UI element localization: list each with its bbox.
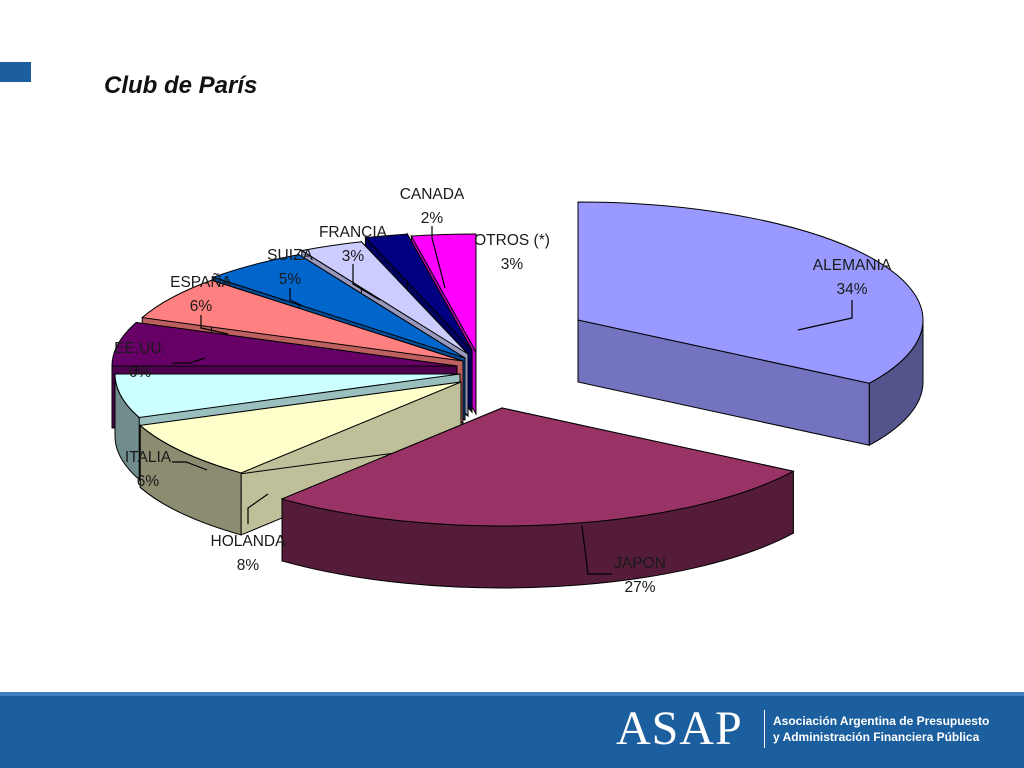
slice-label-ee-uu: EE.UU.: [114, 340, 166, 357]
leader-line-canada: [431, 226, 446, 289]
slide-title: Club de París: [104, 72, 258, 99]
slice-percent-espa-a: 6%: [190, 298, 213, 315]
slice-label-alemania: ALEMANIA: [813, 257, 892, 274]
slice-percent-holanda: 8%: [237, 557, 260, 574]
slice-top-face: [211, 254, 466, 359]
slice-top-face: [577, 201, 924, 384]
slice-percent-francia: 3%: [342, 248, 365, 265]
slice-percent-alemania: 34%: [836, 281, 867, 298]
slice-percent-ee-uu: 6%: [129, 364, 152, 381]
org-name-line-2: y Administración Financiera Pública: [773, 730, 980, 744]
leader-line-francia: [352, 264, 381, 301]
leader-line-espa-a: [200, 315, 229, 335]
leader-line-suiza: [289, 288, 304, 307]
slice-percent-canada: 2%: [421, 210, 444, 227]
slice-percent-japon: 27%: [624, 579, 655, 596]
leader-lines: [172, 226, 853, 575]
leader-line-ee-uu: [172, 357, 206, 364]
slice-label-japon: JAPON: [614, 555, 666, 572]
slice-labels: ALEMANIA 34% JAPON 27% HOLANDA 8% ITALIA 6% EE.U…: [114, 186, 892, 596]
slice-percent-italia: 6%: [137, 473, 160, 490]
org-name-line-1: Asociación Argentina de Presupuesto: [773, 714, 990, 728]
leader-line-japon: [581, 525, 612, 575]
slice-top-face: [300, 241, 469, 355]
asap-logo: ASAP: [616, 702, 743, 755]
leader-line-holanda: [247, 493, 269, 524]
slice-top-face: [111, 322, 458, 367]
pie-chart: ALEMANIA 34% JAPON 27% HOLANDA 8% ITALIA 6% EE.U…: [111, 186, 924, 596]
slice-label-espa-a: ESPAÑA: [170, 274, 232, 291]
slice-label-otros: OTROS (*): [474, 232, 550, 249]
slice-top-face: [410, 233, 477, 354]
slice-percent-otros: 3%: [501, 256, 524, 273]
slice-top-face: [364, 233, 473, 351]
accent-square: [0, 62, 31, 82]
slice-percent-suiza: 5%: [279, 271, 302, 288]
leader-line-italia: [172, 461, 208, 471]
slice-top-face: [114, 373, 461, 418]
slice-label-canada: CANADA: [400, 186, 465, 203]
slice-label-holanda: HOLANDA: [211, 533, 287, 550]
leader-line-alemania: [797, 300, 853, 331]
pie-slices: [111, 201, 924, 589]
slice-top-face: [280, 407, 795, 527]
slice-label-italia: ITALIA: [125, 449, 172, 466]
pie-slice-alemania: [577, 201, 924, 447]
slice-label-francia: FRANCIA: [319, 224, 388, 241]
logo-divider: [764, 710, 765, 748]
slice-top-face: [141, 279, 464, 362]
footer-bar: [0, 692, 1024, 768]
slice-label-suiza: SUIZA: [267, 247, 313, 264]
pie-slice-japon: [280, 407, 795, 589]
slice-top-face: [139, 381, 462, 474]
